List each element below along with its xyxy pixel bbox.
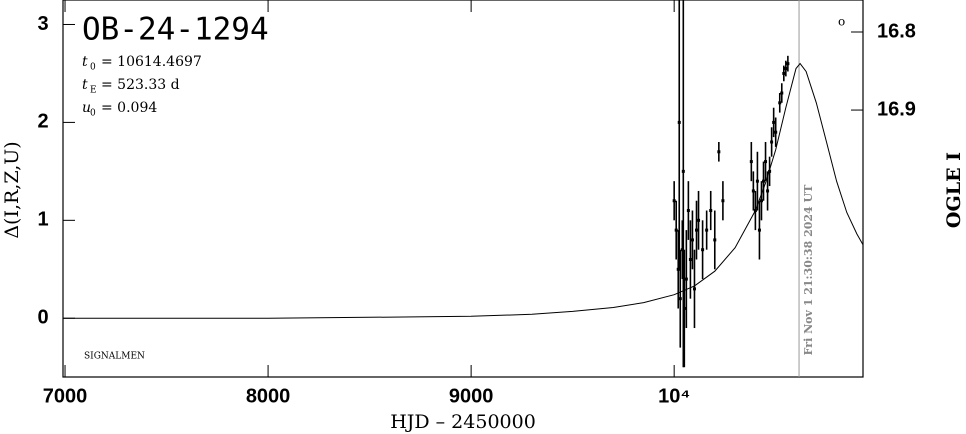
timestamp-label: Fri Nov 1 21:30:38 2024 UT <box>802 184 815 355</box>
data-point <box>757 228 761 232</box>
param-subscript: 0 <box>90 63 96 73</box>
data-point <box>681 169 685 173</box>
param-value: = 523.33 d <box>101 77 180 93</box>
y-tick-label: 2 <box>37 111 48 133</box>
param-value: = 0.094 <box>101 100 157 116</box>
x-tick-label: 10⁴ <box>658 385 690 407</box>
data-point <box>755 179 759 183</box>
y2-axis-label: OGLE I <box>943 152 965 228</box>
note: SIGNALMEN <box>84 352 145 362</box>
plot-frame <box>62 0 864 378</box>
chart-title: OB-24-1294 <box>82 12 269 48</box>
param-subscript: E <box>90 86 97 96</box>
param-symbol: t <box>82 77 88 93</box>
data-point <box>717 150 721 154</box>
data-point <box>780 91 784 95</box>
data-point <box>721 199 725 203</box>
data-point <box>676 267 680 271</box>
data-point <box>768 169 772 173</box>
data-point <box>759 199 763 203</box>
data-point <box>672 199 676 203</box>
param-symbol: u <box>82 100 91 116</box>
data-point <box>770 140 774 144</box>
marker-symbol: o <box>838 15 845 29</box>
data-point <box>772 120 776 124</box>
data-point <box>688 257 692 261</box>
data-point <box>784 67 788 71</box>
y2-tick-label: 16.8 <box>877 20 916 42</box>
model-curve <box>63 62 863 319</box>
data-point <box>786 62 790 66</box>
x-tick-label: 9000 <box>449 385 494 407</box>
param-value: = 10614.4697 <box>101 54 202 70</box>
data-point <box>764 160 768 164</box>
param-symbol: t <box>82 54 88 70</box>
x-axis-label: HJD – 2450000 <box>390 411 536 433</box>
data-point <box>680 248 684 252</box>
data-point <box>774 130 778 134</box>
data-point <box>678 297 682 301</box>
data-point <box>749 160 753 164</box>
y-tick-label: 3 <box>37 13 48 35</box>
y-tick-label: 1 <box>37 209 48 231</box>
plot-layer <box>63 0 863 377</box>
data-point <box>686 209 690 213</box>
data-point <box>677 120 681 124</box>
x-tick-label: 7000 <box>43 385 88 407</box>
data-point <box>701 248 705 252</box>
data-point <box>766 189 770 193</box>
y2-tick-label: 16.9 <box>877 98 916 120</box>
data-point <box>695 228 699 232</box>
data-point <box>782 71 786 75</box>
data-point <box>709 209 713 213</box>
y-axis-label: Δ(I,R,Z,U) <box>1 141 23 238</box>
data-point <box>697 218 701 222</box>
param-subscript: 0 <box>90 109 96 119</box>
data-point <box>778 101 782 105</box>
x-tick-label: 8000 <box>246 385 291 407</box>
data-point <box>762 179 766 183</box>
y-tick-label: 0 <box>37 307 48 329</box>
data-point <box>674 228 678 232</box>
data-point <box>684 277 688 281</box>
data-point <box>751 189 755 193</box>
data-point <box>682 306 686 310</box>
data-point <box>692 287 696 291</box>
data-point <box>753 209 757 213</box>
data-point <box>713 238 717 242</box>
data-point <box>690 238 694 242</box>
data-point <box>705 228 709 232</box>
